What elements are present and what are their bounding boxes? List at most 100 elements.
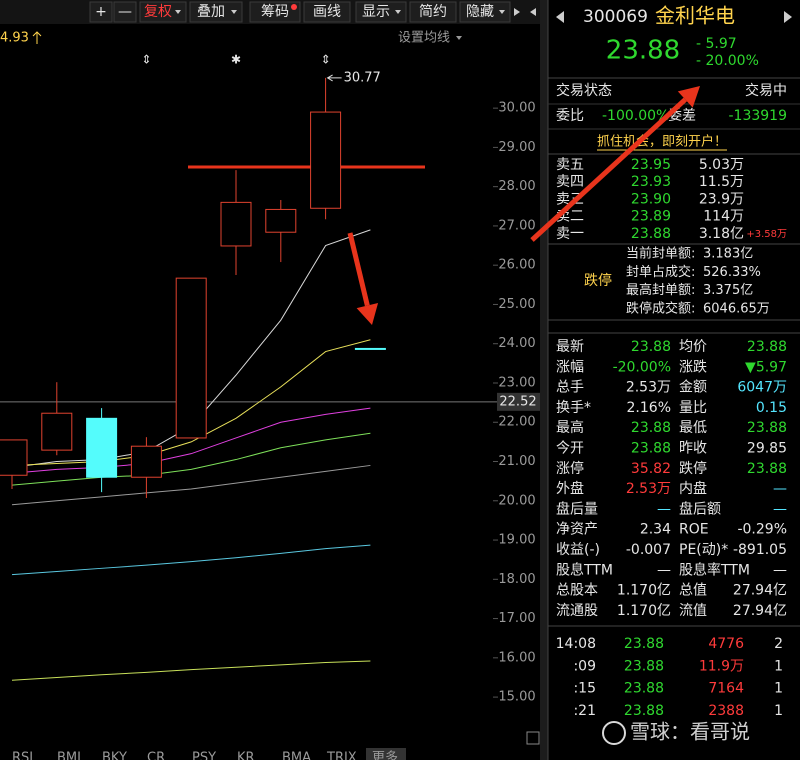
ask-price: 23.88 — [631, 226, 671, 242]
indicator-tab: BKY — [102, 751, 127, 760]
ask-volume: 23.9万 — [699, 191, 744, 207]
ask-volume: 11.5万 — [699, 174, 744, 190]
button-label: 画线 — [313, 4, 341, 20]
stat-label: 盘后量 — [556, 500, 598, 517]
stat-value: 1.170亿 — [617, 603, 671, 619]
tick-price: 23.88 — [624, 658, 664, 674]
change: - 5.97 — [696, 36, 737, 52]
tick-count: 2 — [774, 636, 783, 652]
toolbar-button[interactable] — [303, 1, 351, 23]
button-label: + — [95, 4, 107, 20]
limit-label: 封单占成交: — [626, 264, 695, 280]
toolbar-button[interactable] — [249, 1, 301, 23]
indicator-tab: CR — [147, 751, 165, 760]
stat-label: 昨收 — [679, 441, 707, 457]
tab-highlight — [366, 748, 406, 760]
stat-label: 均价 — [679, 339, 707, 355]
dropdown-caret — [231, 10, 237, 14]
tick-volume: 4776 — [708, 636, 744, 652]
watermark: 雪球：看哥说 — [630, 720, 750, 744]
stat-value: — — [773, 501, 787, 517]
stat-value: 23.88 — [747, 420, 787, 436]
dropdown-caret — [499, 10, 505, 14]
high-label: 30.77 — [344, 70, 381, 85]
status-value: 交易中 — [745, 82, 787, 99]
stat-value: — — [657, 562, 671, 578]
limit-title: 跌停 — [584, 272, 612, 289]
button-label: 叠加 — [197, 4, 225, 20]
toolbar-button[interactable] — [113, 1, 137, 23]
ratio-label: 委比 — [556, 108, 584, 124]
stat-label: 总股本 — [556, 583, 598, 599]
y-tick-label: 17.00 — [498, 611, 535, 626]
stat-label: 股息TTM — [556, 561, 613, 578]
stat-value: 23.88 — [747, 461, 787, 477]
stock-code: 300069 — [583, 7, 648, 27]
dropdown-caret[interactable] — [456, 36, 462, 40]
stat-value: 2.53万 — [626, 380, 671, 396]
diff: -133919 — [729, 108, 788, 124]
stat-value: 23.88 — [631, 420, 671, 436]
toolbar-button[interactable] — [459, 1, 511, 23]
nav-icon[interactable] — [514, 8, 520, 16]
stat-label: ROE — [679, 522, 709, 538]
stat-value: 35.82 — [631, 461, 671, 477]
tick-volume: 2388 — [708, 703, 744, 719]
tick-time: :21 — [573, 703, 596, 719]
arrow-head — [356, 302, 379, 325]
last-price-box — [497, 392, 540, 411]
event-marker: ⇕ — [141, 53, 151, 67]
change-pct: - 20.00% — [696, 53, 759, 69]
y-tick-label: 20.00 — [498, 493, 535, 508]
event-marker: ✱ — [231, 53, 241, 67]
button-label: 筹码 — [261, 3, 289, 20]
stat-value: -20.00% — [613, 359, 671, 375]
stat-label: 内盘 — [679, 480, 707, 497]
toolbar-button[interactable] — [89, 1, 113, 23]
tick-count: 1 — [774, 658, 783, 674]
y-tick-label: 18.00 — [498, 572, 535, 587]
stat-label: 收益(-) — [556, 542, 600, 558]
indicator-tab: RSI — [12, 751, 33, 760]
watermark-logo — [602, 721, 626, 745]
tick-count: 1 — [774, 681, 783, 697]
toolbar-button[interactable] — [409, 1, 457, 23]
scrollbar[interactable] — [540, 0, 548, 760]
ask-price: 23.90 — [631, 191, 671, 207]
stat-value: — — [657, 501, 671, 517]
stat-value: 23.88 — [747, 339, 787, 355]
prev-stock[interactable] — [556, 11, 564, 23]
limit-value: 3.183亿 — [703, 247, 753, 262]
button-label: 简约 — [419, 3, 447, 20]
toolbar-button[interactable] — [189, 1, 243, 23]
stock-name: 金利华电 — [655, 4, 735, 28]
ma-line — [11, 339, 371, 466]
button-label: 隐藏 — [466, 4, 494, 20]
stat-label: 最新 — [556, 339, 584, 355]
y-tick-label: 16.00 — [498, 650, 535, 665]
tick-price: 23.88 — [624, 636, 664, 652]
limit-label: 最高封单额: — [626, 282, 695, 298]
candle-body — [310, 111, 342, 209]
toolbar-button[interactable] — [355, 1, 407, 23]
stat-value: -0.007 — [626, 542, 671, 558]
tick-time: :09 — [573, 658, 596, 674]
candle-body — [0, 439, 28, 476]
annotation-arrow — [530, 97, 687, 242]
ask-price: 23.93 — [631, 174, 671, 190]
stat-label: 净资产 — [556, 522, 598, 538]
prev-price: 4.93 — [0, 31, 29, 46]
ask-change: +3.58万 — [746, 229, 787, 240]
tick-price: 23.88 — [624, 703, 664, 719]
toolbar-button[interactable] — [139, 1, 187, 23]
nav-icon[interactable] — [530, 8, 536, 16]
ma-line — [11, 407, 371, 474]
corner-button[interactable] — [526, 731, 540, 745]
candle-body — [86, 417, 118, 478]
indicator-tab: BMI — [57, 751, 81, 760]
stat-label: 流通股 — [556, 603, 598, 619]
annotation-arrow — [347, 232, 370, 307]
ask-price: 23.89 — [631, 209, 671, 225]
next-stock[interactable] — [784, 11, 792, 23]
ma-setting: 设置均线 — [398, 31, 450, 46]
